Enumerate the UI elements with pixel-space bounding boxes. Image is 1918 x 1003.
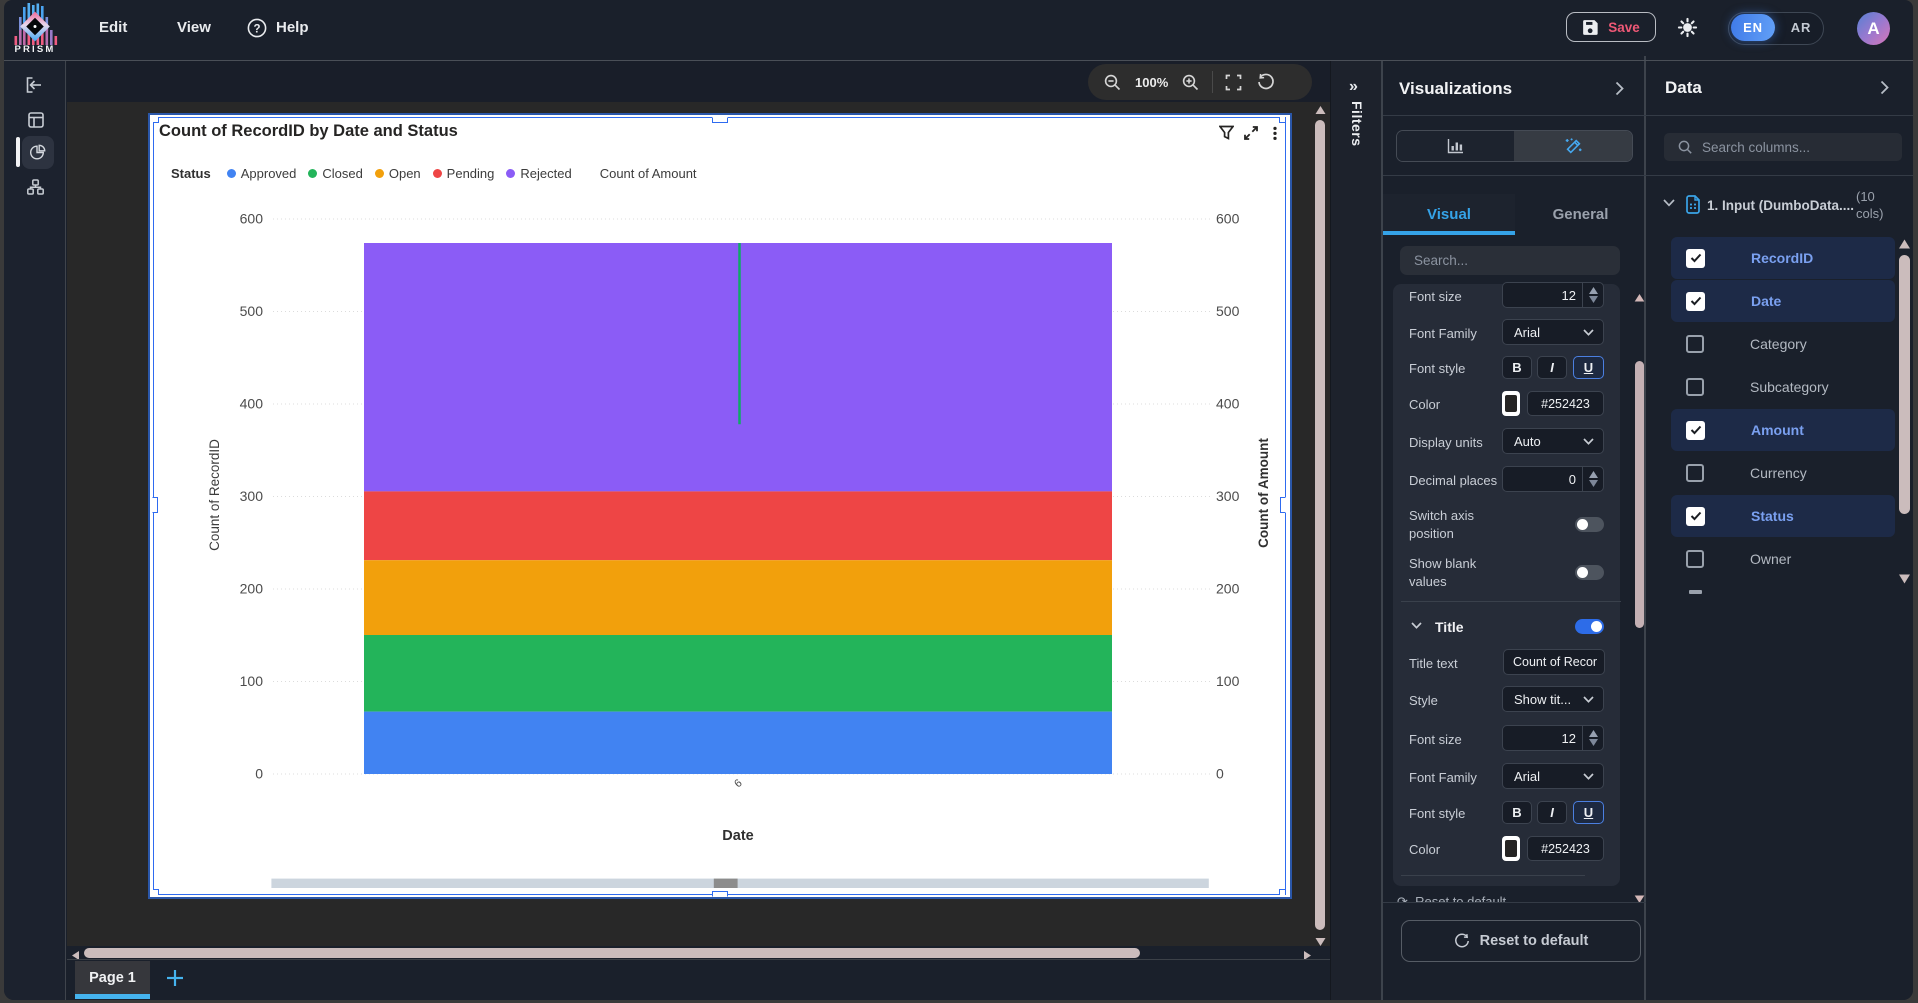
svg-text:?: ?: [253, 23, 260, 35]
svg-text:6: 6: [732, 777, 744, 790]
svg-text:200: 200: [1216, 581, 1240, 597]
svg-text:Count of RecordID: Count of RecordID: [207, 439, 222, 551]
svg-text:300: 300: [240, 488, 264, 504]
svg-text:200: 200: [240, 581, 264, 597]
svg-text:500: 500: [240, 303, 264, 319]
svg-text:PRISM: PRISM: [14, 44, 55, 54]
svg-text:600: 600: [1216, 211, 1240, 227]
svg-text:0: 0: [255, 766, 263, 782]
svg-text:400: 400: [240, 396, 264, 412]
svg-text:600: 600: [240, 211, 264, 227]
svg-text:100: 100: [240, 673, 264, 689]
svg-text:Date: Date: [722, 828, 753, 844]
svg-text:Count of Amount: Count of Amount: [1256, 438, 1271, 548]
svg-text:0: 0: [1216, 766, 1224, 782]
svg-text:400: 400: [1216, 396, 1240, 412]
svg-text:100: 100: [1216, 673, 1240, 689]
svg-text:500: 500: [1216, 303, 1240, 319]
svg-text:300: 300: [1216, 488, 1240, 504]
